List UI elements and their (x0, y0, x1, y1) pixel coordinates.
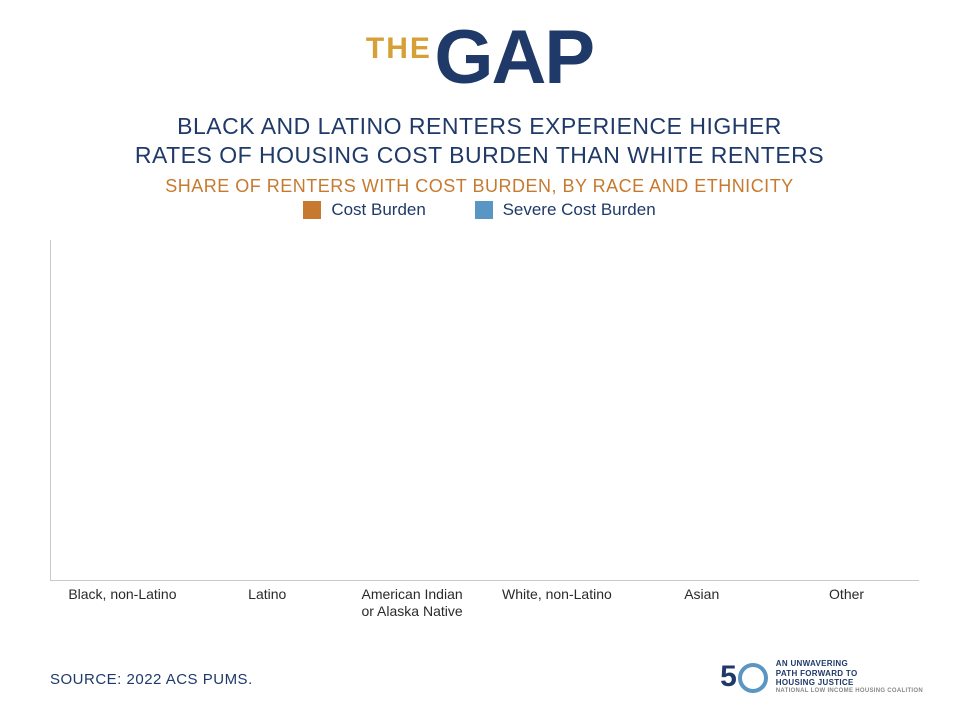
legend-item-severe-cost-burden: Severe Cost Burden (475, 200, 656, 220)
footer-sub: NATIONAL LOW INCOME HOUSING COALITION (776, 688, 923, 694)
x-axis-label: Other (774, 586, 919, 620)
bar-groups: 56%33%53%28%46%26%44%24%44%25%41%20% (51, 240, 919, 580)
subtitle-line: SHARE OF RENTERS WITH COST BURDEN, BY RA… (0, 176, 959, 197)
x-axis-label: Latino (195, 586, 340, 620)
legend-item-cost-burden: Cost Burden (303, 200, 426, 220)
logo-gap: GAP (434, 24, 593, 92)
x-axis-label: American Indianor Alaska Native (340, 586, 485, 620)
legend-label-2: Severe Cost Burden (503, 200, 656, 220)
page-root: { "logo": { "the": "THE", "gap": "GAP", … (0, 0, 959, 714)
legend-label-1: Cost Burden (331, 200, 426, 220)
footer-line-3: HOUSING JUSTICE (776, 678, 923, 687)
legend-swatch-1 (303, 201, 321, 219)
source-text: SOURCE: 2022 ACS PUMS. (50, 671, 253, 688)
x-axis-label: White, non-Latino (484, 586, 629, 620)
footer-line-1: AN UNWAVERING (776, 659, 923, 668)
legend: Cost Burden Severe Cost Burden (0, 200, 959, 224)
logo-the: THE (366, 32, 432, 66)
x-axis-label: Asian (629, 586, 774, 620)
title-block: BLACK AND LATINO RENTERS EXPERIENCE HIGH… (0, 112, 959, 197)
title-line-1: BLACK AND LATINO RENTERS EXPERIENCE HIGH… (0, 112, 959, 141)
footer-logo: 5 AN UNWAVERING PATH FORWARD TO HOUSING … (720, 659, 923, 694)
footer-text-block: AN UNWAVERING PATH FORWARD TO HOUSING JU… (776, 659, 923, 694)
logo-the-gap: THE GAP (0, 24, 959, 92)
x-axis-labels: Black, non-LatinoLatinoAmerican Indianor… (50, 586, 919, 620)
footer-fifty-5: 5 (720, 660, 737, 694)
footer-fifty-zero-icon (738, 663, 768, 693)
footer-fifty-icon: 5 (720, 660, 768, 694)
footer-line-2: PATH FORWARD TO (776, 669, 923, 678)
bar-chart: 56%33%53%28%46%26%44%24%44%25%41%20% (50, 240, 919, 581)
title-line-2: RATES OF HOUSING COST BURDEN THAN WHITE … (0, 141, 959, 170)
legend-swatch-2 (475, 201, 493, 219)
x-axis-label: Black, non-Latino (50, 586, 195, 620)
